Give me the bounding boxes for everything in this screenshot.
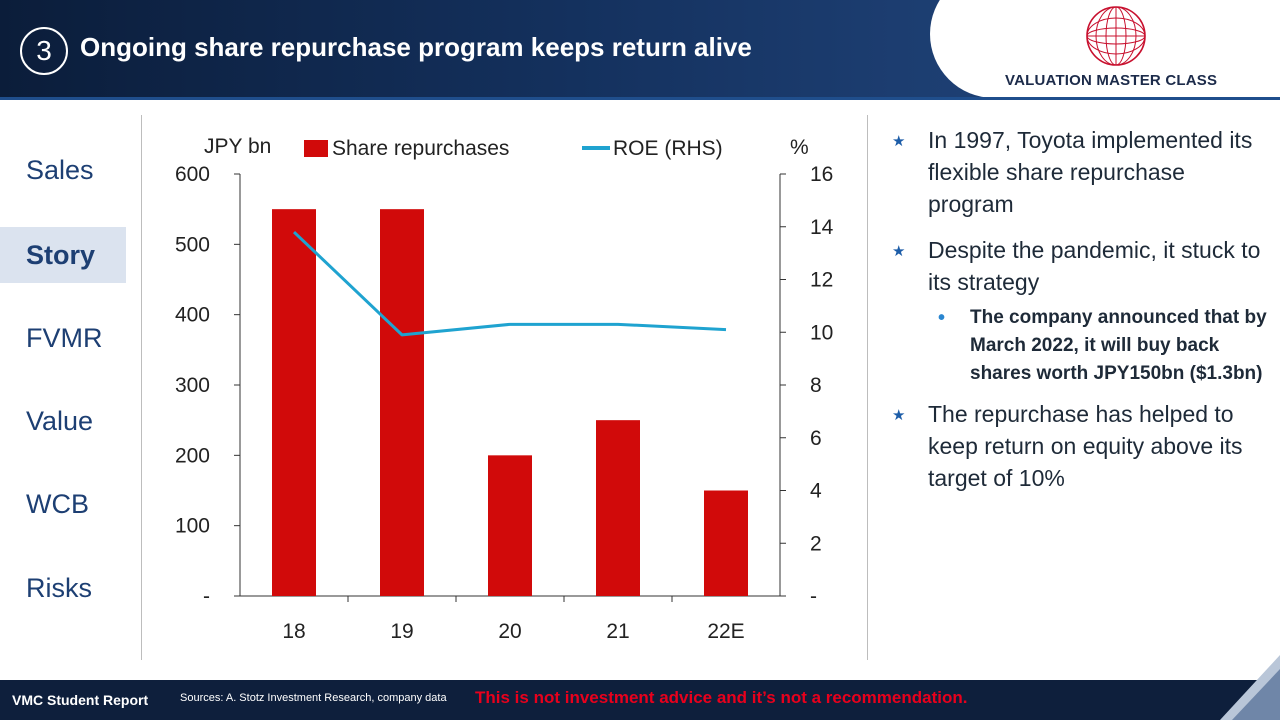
bullet-item: ★ Despite the pandemic, it stuck to its s… [890, 234, 1270, 298]
x-tick-label: 22E [707, 620, 744, 643]
logo-panel [930, 0, 1280, 98]
star-bullet-icon: ★ [892, 133, 906, 150]
right-tick-label: - [810, 585, 817, 608]
right-tick-label: 6 [810, 427, 822, 450]
nav-item-wcb[interactable]: WCB [26, 489, 89, 519]
left-tick-label: 600 [175, 163, 210, 186]
x-tick-label: 18 [282, 620, 305, 643]
footer-bar: VMC Student Report Sources: A. Stotz Inv… [0, 680, 1280, 720]
nav-item-fvmr[interactable]: FVMR [26, 323, 103, 353]
bullet-text: Despite the pandemic, it stuck to its st… [928, 237, 1261, 295]
repurchase-bar [488, 455, 532, 596]
sources-note: Sources: A. Stotz Investment Research, c… [180, 692, 447, 704]
bullet-item: ★ In 1997, Toyota implemented its flexibl… [890, 124, 1270, 220]
bullet-list: ★ In 1997, Toyota implemented its flexibl… [890, 124, 1270, 508]
repurchase-bar [272, 209, 316, 596]
header-divider [0, 97, 1280, 100]
sub-bullet-item: • The company announced that by March 202… [890, 304, 1270, 388]
report-label: VMC Student Report [12, 692, 149, 708]
bullet-text: The repurchase has helped to keep return… [928, 401, 1243, 491]
page-title: Ongoing share repurchase program keeps r… [80, 32, 752, 62]
left-tick-label: - [203, 585, 210, 608]
corner-decoration [1220, 655, 1280, 720]
dot-bullet-icon: • [938, 307, 946, 329]
legend-label-roe: ROE (RHS) [613, 137, 723, 160]
nav-item-risks[interactable]: Risks [26, 573, 92, 603]
repurchase-bar [596, 420, 640, 596]
left-tick-label: 500 [175, 233, 210, 256]
x-tick-label: 21 [606, 620, 629, 643]
nav-item-story[interactable]: Story [0, 227, 126, 283]
left-tick-label: 300 [175, 374, 210, 397]
left-tick-label: 400 [175, 304, 210, 327]
section-number-badge: 3 [20, 27, 68, 75]
x-tick-label: 19 [390, 620, 413, 643]
x-tick-label: 20 [498, 620, 521, 643]
legend-swatch-repurchases [304, 140, 328, 157]
left-axis-unit-label: JPY bn [204, 135, 271, 158]
right-divider [867, 115, 868, 660]
bullet-text: In 1997, Toyota implemented its flexible… [928, 127, 1253, 217]
bullet-item: ★ The repurchase has helped to keep retur… [890, 398, 1270, 494]
right-tick-label: 4 [810, 480, 822, 503]
right-tick-label: 14 [810, 216, 834, 239]
right-tick-label: 10 [810, 321, 833, 344]
sub-bullet-text: The company announced that by March 2022… [970, 307, 1267, 384]
repurchase-bar [704, 490, 748, 596]
star-bullet-icon: ★ [892, 407, 906, 424]
repurchase-bar [380, 209, 424, 596]
header-bar: 3 Ongoing share repurchase program keeps… [0, 0, 1280, 100]
left-tick-label: 100 [175, 515, 210, 538]
left-tick-label: 200 [175, 444, 210, 467]
repurchase-roe-chart: - 100 200 300 400 500 600 - 2 4 6 8 10 12 14 16 18 19 20 21… [175, 135, 834, 643]
right-tick-label: 16 [810, 163, 833, 186]
legend-label-repurchases: Share repurchases [332, 137, 509, 160]
right-tick-label: 8 [810, 374, 822, 397]
star-bullet-icon: ★ [892, 243, 906, 260]
right-axis-unit-label: % [790, 136, 809, 159]
nav-item-value[interactable]: Value [26, 406, 94, 436]
globe-logo-icon [1086, 6, 1146, 66]
right-tick-label: 12 [810, 269, 833, 292]
right-tick-label: 2 [810, 532, 822, 555]
roe-line [292, 230, 727, 337]
nav-item-sales[interactable]: Sales [26, 155, 94, 185]
disclaimer: This is not investment advice and it’s n… [475, 688, 968, 707]
brand-name: VALUATION MASTER CLASS [1005, 72, 1218, 89]
left-divider [141, 115, 142, 660]
